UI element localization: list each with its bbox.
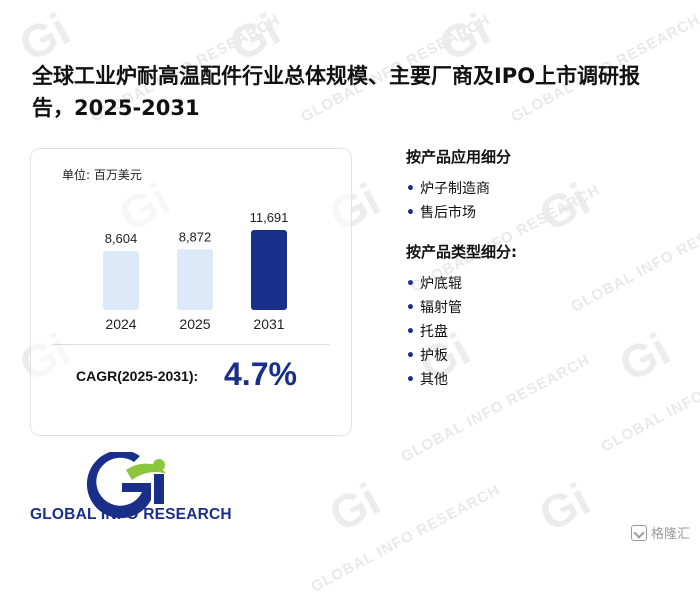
source-badge: 格隆汇	[630, 523, 690, 542]
company-logo-icon	[86, 452, 166, 519]
type-segment-list: 炉底辊 辐射管 托盘 护板 其他	[406, 272, 686, 392]
list-item: 护板	[406, 344, 686, 368]
list-item: 其他	[406, 368, 686, 392]
chart-value-label: 8,604	[105, 231, 138, 246]
chart-bar-2031	[251, 230, 287, 310]
list-item: 炉底辊	[406, 272, 686, 296]
chart-category-label: 2031	[253, 316, 284, 332]
chart-card	[30, 148, 352, 436]
segment-panel: 按产品应用细分 炉子制造商 售后市场 按产品类型细分: 炉底辊 辐射管 托盘 护…	[406, 146, 686, 392]
page-title: 全球工业炉耐高温配件行业总体规模、主要厂商及IPO上市调研报告，2025-203…	[32, 64, 641, 120]
application-segment-list: 炉子制造商 售后市场	[406, 177, 686, 225]
badge-icon	[630, 524, 647, 541]
list-item: 售后市场	[406, 201, 686, 225]
cagr-label: CAGR(2025-2031):	[76, 368, 199, 384]
chart-bar-2024	[103, 251, 139, 310]
chart-unit-label: 单位: 百万美元	[62, 168, 142, 182]
application-segment-title: 按产品应用细分	[406, 148, 512, 166]
source-badge-label: 格隆汇	[650, 527, 690, 542]
chart-category-label: 2024	[105, 316, 136, 332]
company-logo-text: GLOBAL INFO RESEARCH	[30, 506, 232, 523]
card-divider	[52, 344, 330, 345]
list-item: 托盘	[406, 320, 686, 344]
type-segment-title: 按产品类型细分:	[406, 243, 517, 261]
bar-chart: 8,604 2024 8,872 2025 11,691 2031	[103, 210, 289, 332]
chart-value-label: 8,872	[179, 229, 212, 244]
chart-value-label: 11,691	[250, 210, 289, 225]
list-item: 辐射管	[406, 296, 686, 320]
chart-category-label: 2025	[179, 316, 210, 332]
cagr-value: 4.7%	[224, 356, 297, 392]
list-item: 炉子制造商	[406, 177, 686, 201]
chart-bar-2025	[177, 249, 213, 310]
